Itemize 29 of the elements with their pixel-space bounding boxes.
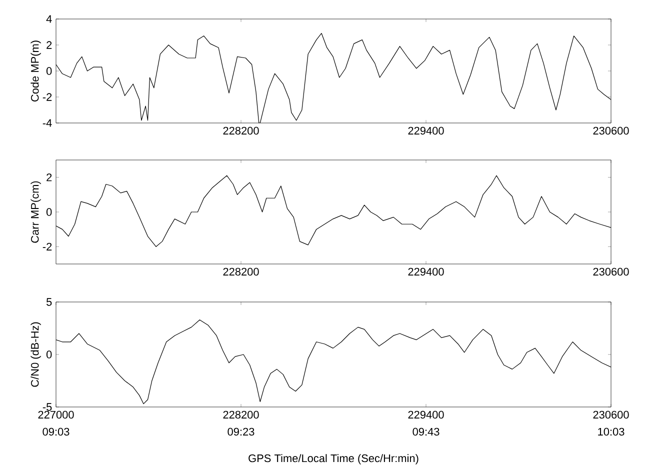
x-tick-label: 230600 [593,410,629,419]
y-tick-label: 0 [46,208,52,216]
y-axis-title: Code MP(m) [30,40,41,102]
x-tick-label: 230600 [593,126,629,135]
x-tick-label: 230600 [593,268,629,276]
y-tick-label: -2 [42,242,52,250]
x-tick-label: 227000 [38,410,74,419]
y-axis-title: C/N0 (dB-Hz) [30,322,41,387]
x-tick-label: 228200 [223,410,259,419]
y-tick-label: -2 [42,93,52,101]
y-tick-label: 5 [46,298,52,306]
x-tick-label: 229400 [408,268,444,276]
x2-tick-label: 09:23 [228,428,254,436]
x2-tick-label: 10:03 [598,428,624,436]
x-tick-label: 228200 [223,268,259,276]
x-tick-label: 228200 [223,126,259,135]
x-tick-label: 229400 [408,126,444,135]
y-tick-label: -5 [42,403,52,411]
y-tick-label: 4 [46,15,52,23]
y-axis-title: Carr MP(cm) [30,181,41,243]
x-axis-title: GPS Time/Local Time (Sec/Hr:min) [248,454,418,464]
x2-tick-label: 09:03 [42,428,70,436]
y-tick-label: 0 [46,67,52,75]
y-tick-label: 2 [46,41,52,49]
y-tick-label: 0 [46,350,52,358]
y-tick-label: -4 [42,119,52,127]
x2-tick-label: 09:43 [412,428,440,436]
x-tick-label: 229400 [408,410,444,419]
y-tick-label: 2 [46,174,52,182]
